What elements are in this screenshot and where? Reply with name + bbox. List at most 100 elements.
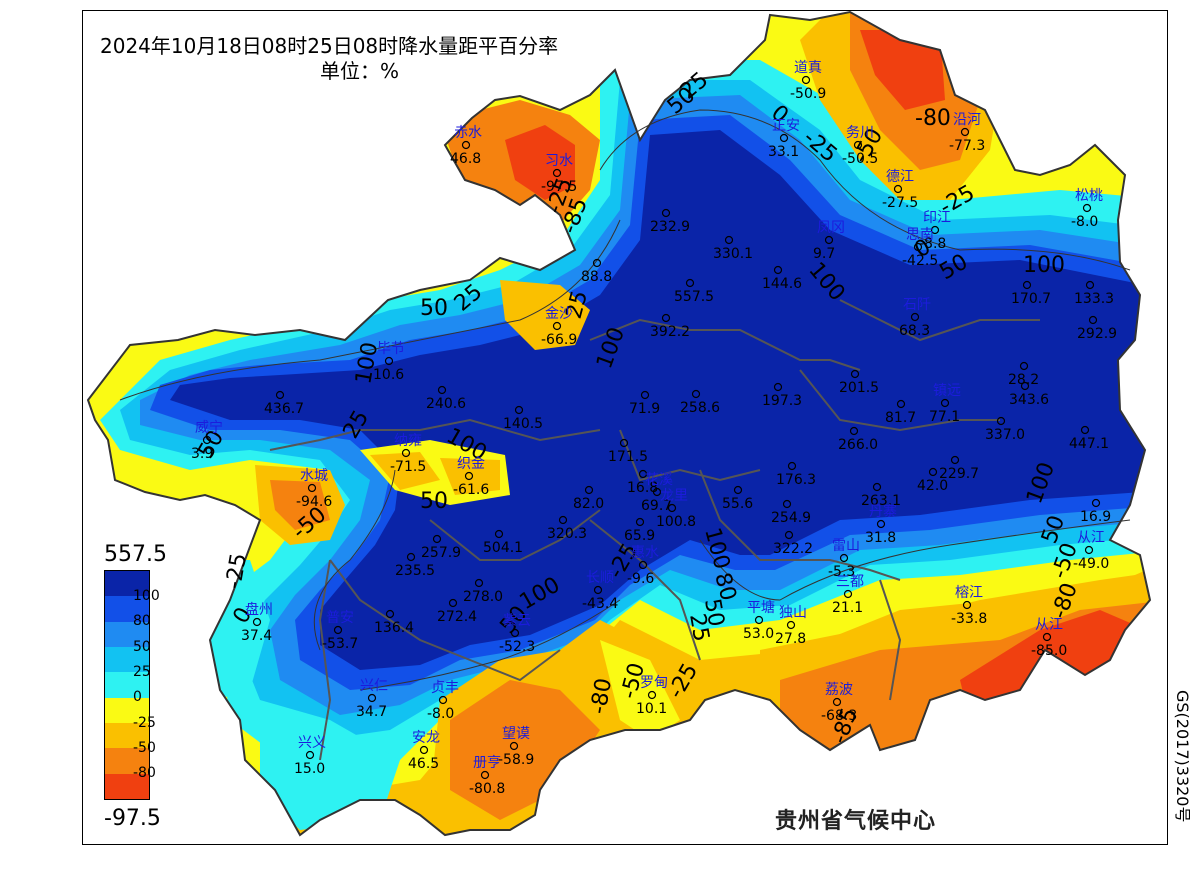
station-marker: 册亨 -80.8 [469, 754, 505, 797]
station-value: -97.5 [541, 179, 577, 195]
station-marker: 兴义 15.0 [294, 735, 326, 777]
station-name: 惠水 [631, 545, 659, 561]
station-marker: 务川 -50.5 [842, 125, 878, 167]
station-dot [1085, 280, 1095, 290]
map-unit: 单位：% [320, 59, 400, 83]
station-marker: 42.0 [917, 467, 948, 494]
station-dot [853, 140, 863, 150]
map-frame [82, 10, 1168, 845]
station-dot [843, 589, 853, 599]
station-value: 176.3 [776, 472, 816, 488]
station-value: -58.9 [498, 752, 534, 768]
station-marker: 思南 -42.5 [902, 227, 938, 269]
station-dot [307, 483, 317, 493]
station-marker: 343.6 [1009, 381, 1049, 408]
station-marker: 16.8 [627, 469, 658, 496]
station-dot [940, 398, 950, 408]
station-dot [824, 235, 834, 245]
station-marker: 贞丰 -8.0 [427, 679, 459, 722]
contour-label: 25 [684, 612, 713, 644]
station-value: 436.7 [264, 401, 304, 417]
legend-tick-label: 0 [133, 689, 142, 706]
station-value: 504.1 [483, 540, 523, 556]
station-dot [1084, 545, 1094, 555]
contour-lines [119, 109, 1131, 691]
station-dot [733, 485, 743, 495]
station-marker: 171.5 [608, 438, 648, 465]
station-marker: 81.7 [885, 399, 916, 426]
station-value: 37.4 [241, 628, 272, 644]
contour-label: 50 [420, 489, 448, 514]
station-marker: 松桃 -8.0 [1071, 188, 1103, 230]
station-marker: 229.7 [939, 455, 979, 482]
station-name: 德江 [886, 169, 914, 185]
station-dot [661, 313, 671, 323]
station-value: 266.0 [838, 437, 878, 453]
station-name: 正安 [772, 118, 800, 134]
station-value: 240.6 [426, 396, 466, 412]
station-marker: 龙里 100.8 [656, 488, 696, 530]
station-value: -8.0 [1071, 214, 1098, 230]
station-value: 28.2 [1008, 372, 1039, 388]
station-marker: 榕江 -33.8 [951, 585, 987, 627]
station-dot [784, 530, 794, 540]
station-marker: 320.3 [547, 515, 587, 542]
station-marker: 丹寨 31.8 [865, 503, 897, 546]
legend-tick-label: 25 [133, 663, 151, 680]
station-value: 197.3 [762, 393, 802, 409]
station-marker: 毕节 10.6 [373, 341, 405, 383]
legend-max: 557.5 [104, 542, 167, 567]
legend-swatch [105, 621, 149, 648]
station-dot [1088, 315, 1098, 325]
station-marker: 石阡 68.3 [899, 297, 931, 339]
station-dot [839, 553, 849, 563]
station-value: 133.3 [1074, 291, 1114, 307]
station-dot [910, 312, 920, 322]
station-dot [509, 741, 519, 751]
station-dot [1020, 381, 1030, 391]
legend-swatch [105, 647, 149, 673]
station-marker: 道真 -50.9 [790, 60, 826, 102]
station-name: 龙里 [660, 488, 688, 504]
contour-label: -25 [221, 551, 252, 591]
station-name: 罗甸 [640, 675, 668, 691]
station-marker: 德江 -27.5 [882, 169, 918, 211]
station-marker: 266.0 [838, 426, 878, 453]
station-value: 21.1 [832, 600, 863, 616]
station-dot [385, 609, 395, 619]
station-marker: 荔波 -68.3 [821, 682, 857, 724]
station-value: 10.6 [373, 367, 404, 383]
station-value: 34.7 [356, 704, 387, 720]
station-value: -9.6 [627, 571, 654, 587]
contour-label: -80 [915, 106, 951, 131]
station-dot [461, 140, 471, 150]
station-marker: 133.3 [1074, 280, 1114, 307]
station-dot [1091, 498, 1101, 508]
station-dot [652, 487, 662, 497]
station-dot [876, 519, 886, 529]
station-marker: 235.5 [395, 552, 435, 579]
station-value: -68.3 [821, 708, 857, 724]
station-marker: 纳雍 -71.5 [390, 433, 426, 475]
station-name: 习水 [545, 153, 573, 169]
station-value: -94.6 [296, 494, 332, 510]
station-dot [787, 461, 797, 471]
station-marker: 平塘 53.0 [743, 600, 775, 642]
station-value: 257.9 [421, 545, 461, 561]
station-marker: 144.6 [762, 265, 802, 292]
station-dot [437, 385, 447, 395]
station-value: 322.2 [773, 541, 813, 557]
station-marker: 392.2 [650, 313, 690, 340]
station-name: 毕节 [377, 341, 405, 357]
station-marker: 140.5 [503, 405, 543, 432]
station-marker: 望谟 -58.9 [498, 726, 534, 768]
station-value: 88.8 [581, 269, 612, 285]
station-value: 343.6 [1009, 392, 1049, 408]
map-approval-number: GS(2017)3320号 [1173, 690, 1192, 823]
station-name: 务川 [846, 125, 874, 141]
station-marker: 258.6 [680, 389, 720, 416]
station-value: 201.5 [839, 380, 879, 396]
station-marker: 65.9 [624, 517, 655, 544]
station-marker: 201.5 [839, 369, 879, 396]
station-dot [510, 628, 520, 638]
